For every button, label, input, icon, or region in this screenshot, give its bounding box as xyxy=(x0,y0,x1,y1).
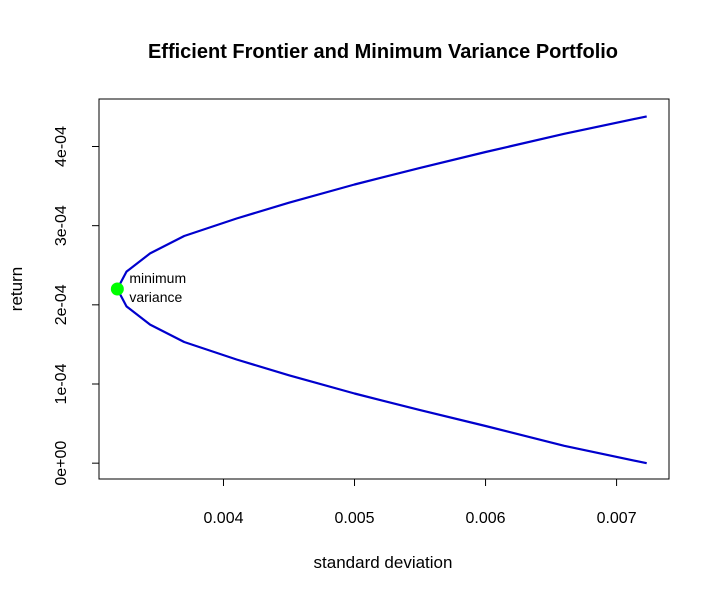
y-tick-label: 4e-04 xyxy=(53,126,70,167)
y-tick-label: 3e-04 xyxy=(53,205,70,246)
x-tick-label: 0.004 xyxy=(203,510,243,527)
x-tick-label: 0.007 xyxy=(597,510,637,527)
x-axis: 0.004 0.005 0.006 0.007 xyxy=(203,478,637,527)
y-tick-label: 2e-04 xyxy=(53,284,70,325)
chart-title: Efficient Frontier and Minimum Variance … xyxy=(148,41,618,63)
frontier-line xyxy=(116,115,647,465)
y-tick-label: 1e-04 xyxy=(53,363,70,404)
x-axis-label: standard deviation xyxy=(314,553,453,572)
y-axis: 0e+00 1e-04 2e-04 3e-04 4e-04 xyxy=(53,126,100,486)
series-layer xyxy=(116,115,647,465)
min-variance-label-2: variance xyxy=(129,289,182,305)
x-tick-label: 0.005 xyxy=(334,510,374,527)
plot-area xyxy=(98,98,670,480)
min-variance-point xyxy=(110,282,124,296)
y-axis-label: return xyxy=(7,267,26,311)
y-tick-label: 0e+00 xyxy=(53,441,70,486)
x-tick-label: 0.006 xyxy=(466,510,506,527)
min-variance-label-1: minimum xyxy=(129,270,186,286)
highlight-layer: minimum variance xyxy=(110,270,186,305)
